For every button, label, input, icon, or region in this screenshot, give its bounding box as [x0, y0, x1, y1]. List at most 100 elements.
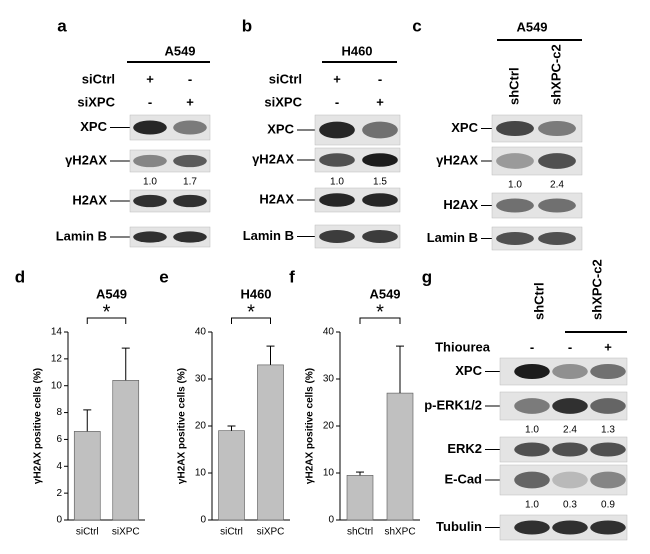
- significance-mark: *: [376, 301, 384, 323]
- quantification: 2.4: [563, 425, 577, 436]
- blot-band: [319, 230, 355, 243]
- blot-band: [514, 442, 550, 457]
- blot-band: [514, 520, 550, 535]
- bar: [218, 430, 245, 521]
- y-tick-label: 0: [200, 515, 206, 526]
- blot-band: [496, 232, 534, 245]
- blot-band: [319, 121, 355, 139]
- bar: [386, 392, 414, 521]
- y-axis-label: γH2AX positive cells (%): [33, 368, 44, 484]
- quantification: 0.3: [563, 500, 577, 511]
- y-tick-label: 0: [56, 515, 62, 526]
- blot-band: [590, 520, 626, 535]
- cell-line: A549: [164, 43, 195, 58]
- blot-label: ERK2: [447, 441, 482, 456]
- chart-title: H460: [240, 286, 271, 301]
- y-tick-label: 30: [195, 374, 207, 385]
- blot-band: [173, 120, 207, 135]
- condition-sign: +: [186, 94, 194, 109]
- quantification: 1.0: [525, 425, 539, 436]
- condition-sign: -: [378, 71, 382, 86]
- bar: [73, 431, 101, 521]
- blot-band: [133, 231, 167, 243]
- quantification: 1.0: [330, 177, 344, 188]
- y-tick-label: 2: [56, 488, 62, 499]
- blot-label: Lamin B: [243, 228, 294, 243]
- blot-band: [173, 231, 207, 243]
- lane-label: shXPC-c2: [589, 259, 604, 320]
- blot-band: [538, 198, 576, 213]
- cell-line: H460: [341, 43, 372, 58]
- lane-label: shCtrl: [506, 67, 521, 105]
- quantification: 1.7: [183, 177, 197, 188]
- blot-band: [496, 198, 534, 213]
- blot-label: XPC: [80, 119, 107, 134]
- condition-label: siCtrl: [269, 71, 302, 86]
- y-axis-label: γH2AX positive cells (%): [305, 368, 316, 484]
- x-tick-label: siCtrl: [76, 527, 99, 538]
- panel-letter: g: [422, 267, 432, 286]
- error-bar: [266, 345, 275, 365]
- chart-title: A549: [369, 286, 400, 301]
- blot-label: XPC: [455, 363, 482, 378]
- x-tick-label: siXPC: [257, 527, 285, 538]
- blot-label: XPC: [267, 121, 294, 136]
- quantification: 2.4: [550, 180, 564, 191]
- significance-mark: *: [247, 301, 255, 323]
- bar: [346, 475, 374, 521]
- blot-label: γH2AX: [252, 151, 294, 166]
- bar: [112, 380, 140, 521]
- blot-label: γH2AX: [65, 152, 107, 167]
- blot-band: [362, 230, 398, 243]
- blot-band: [590, 442, 626, 457]
- blot-band: [362, 193, 398, 207]
- condition-sign: +: [146, 71, 154, 86]
- condition-label: siXPC: [264, 94, 302, 109]
- panel-letter: a: [57, 16, 67, 35]
- y-axis-label: γH2AX positive cells (%): [177, 368, 188, 484]
- blot-band: [552, 442, 588, 457]
- blot-label: γH2AX: [436, 152, 478, 167]
- error-bar: [121, 347, 130, 381]
- condition-sign: +: [604, 339, 612, 354]
- error-bar: [396, 345, 404, 394]
- blot-band: [538, 120, 576, 137]
- blot-label: XPC: [451, 120, 478, 135]
- y-tick-label: 40: [195, 327, 207, 338]
- blot-band: [590, 398, 626, 414]
- blot-band: [538, 153, 576, 169]
- blot-label: Tubulin: [436, 519, 482, 534]
- x-tick-label: shCtrl: [347, 527, 373, 538]
- blot-band: [173, 194, 207, 208]
- quantification: 1.0: [508, 180, 522, 191]
- panel-letter: f: [289, 267, 295, 286]
- condition-sign: -: [568, 339, 572, 354]
- quantification: 1.5: [373, 177, 387, 188]
- x-tick-label: siCtrl: [220, 527, 243, 538]
- blot-band: [362, 121, 398, 139]
- blot-band: [133, 120, 167, 135]
- panel-letter: e: [159, 267, 168, 286]
- condition-sign: -: [148, 94, 152, 109]
- cell-line: A549: [516, 19, 547, 34]
- panel-letter: d: [15, 267, 25, 286]
- y-tick-label: 10: [51, 380, 63, 391]
- blot-label: Lamin B: [56, 228, 107, 243]
- condition-sign: +: [376, 94, 384, 109]
- blot-band: [133, 154, 167, 168]
- significance-mark: *: [103, 301, 111, 323]
- blot-label: H2AX: [72, 192, 107, 207]
- blot-band: [173, 154, 207, 168]
- condition-sign: -: [530, 339, 534, 354]
- blot-band: [552, 471, 588, 489]
- blot-label: E-Cad: [444, 471, 482, 486]
- error-bar: [227, 425, 236, 431]
- chart-title: A549: [96, 286, 127, 301]
- significance-bracket: [231, 317, 271, 324]
- blot-label: H2AX: [259, 191, 294, 206]
- blot-label: p-ERK1/2: [424, 397, 482, 412]
- y-tick-label: 20: [323, 421, 335, 432]
- y-tick-label: 0: [328, 515, 334, 526]
- significance-bracket: [86, 317, 127, 324]
- lane-label: shXPC-c2: [548, 44, 563, 105]
